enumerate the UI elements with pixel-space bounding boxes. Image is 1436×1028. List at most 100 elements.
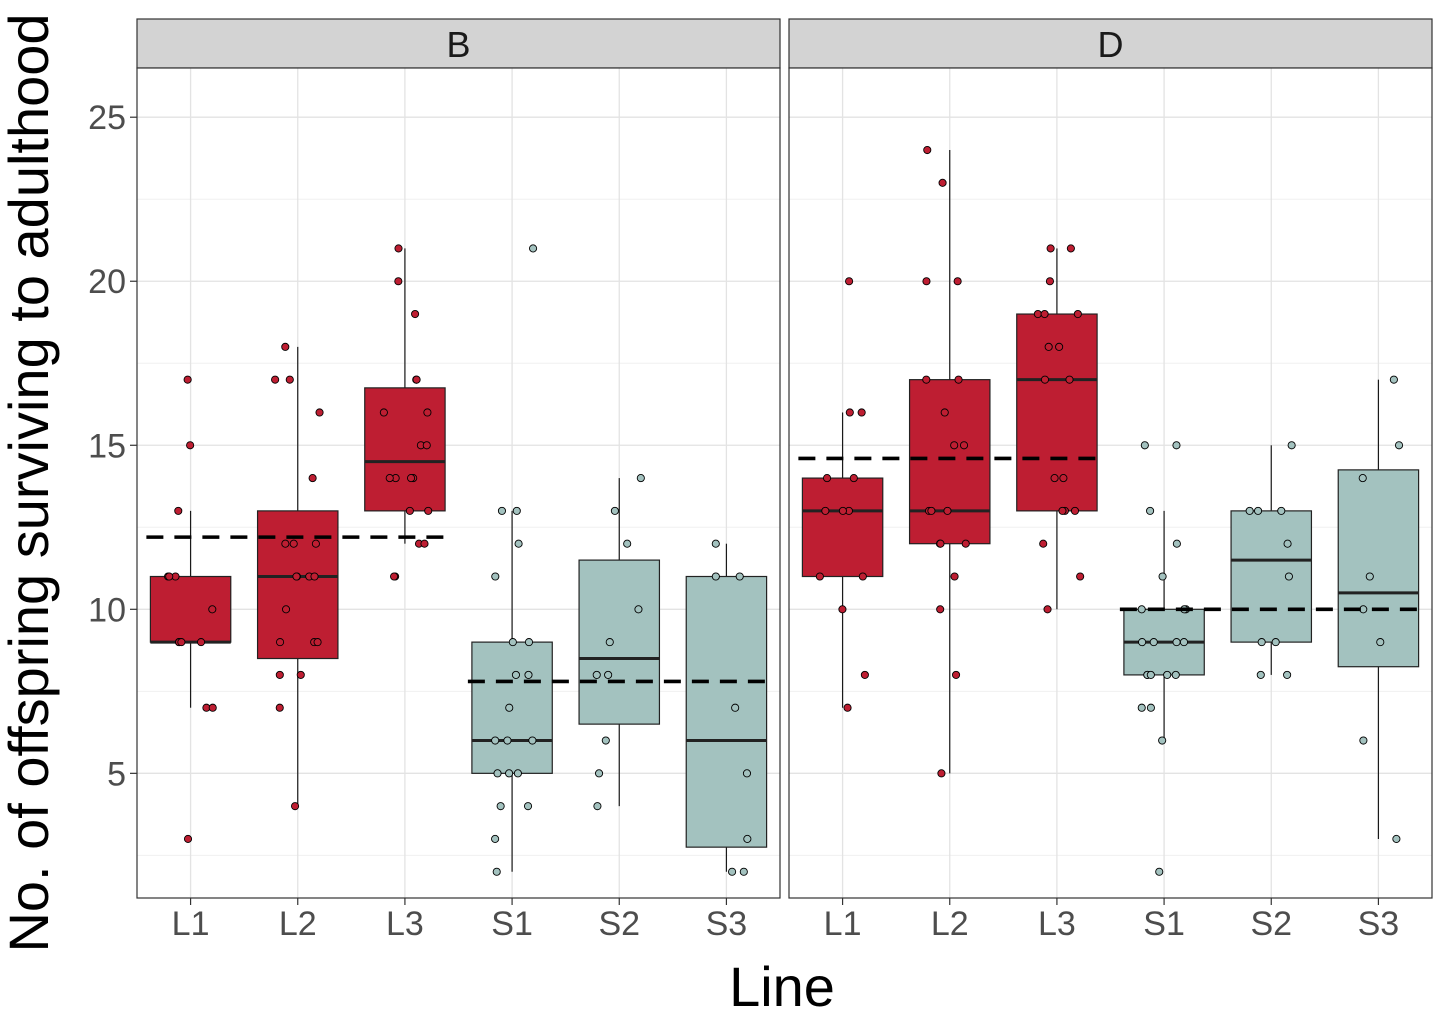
data-point — [1137, 703, 1146, 712]
data-point — [208, 605, 217, 614]
data-point — [1257, 638, 1266, 647]
data-point — [711, 539, 720, 548]
data-point — [954, 375, 963, 384]
data-point — [595, 769, 604, 778]
data-point — [1040, 309, 1049, 319]
data-point — [405, 506, 414, 515]
x-axis-title: Line — [729, 955, 835, 1018]
data-point — [197, 638, 206, 647]
data-point — [385, 474, 394, 483]
box-B-S3 — [685, 539, 768, 876]
data-point — [1065, 375, 1074, 384]
data-point — [634, 605, 643, 614]
data-point — [528, 736, 537, 745]
data-point — [860, 670, 869, 679]
data-point — [953, 277, 962, 286]
data-point — [1146, 670, 1155, 679]
box-D-S2 — [1230, 441, 1313, 679]
x-tick-label: S1 — [491, 905, 533, 943]
data-point — [1039, 539, 1048, 548]
data-point — [927, 506, 936, 515]
data-point — [815, 572, 824, 581]
data-point — [1365, 572, 1374, 581]
data-point — [1254, 506, 1263, 515]
x-tick-label: L2 — [279, 905, 317, 943]
data-point — [412, 375, 421, 384]
data-point — [183, 834, 193, 843]
data-point — [1073, 309, 1082, 319]
data-point — [1050, 474, 1059, 483]
data-point — [592, 670, 601, 679]
data-point — [529, 244, 538, 253]
panel-border — [788, 67, 1433, 899]
data-point — [922, 375, 931, 384]
data-point — [276, 638, 285, 647]
data-point — [1284, 572, 1293, 581]
data-point — [1394, 441, 1404, 450]
data-point — [390, 572, 399, 581]
data-point — [508, 638, 517, 647]
data-point — [1146, 506, 1155, 515]
data-point — [950, 441, 959, 450]
data-point — [1059, 474, 1068, 483]
panel-background — [137, 68, 780, 898]
x-tick-label: L3 — [1038, 905, 1076, 943]
data-point — [923, 145, 932, 155]
data-point — [491, 572, 500, 581]
data-point — [292, 572, 301, 581]
data-point — [422, 441, 431, 450]
data-point — [735, 572, 744, 581]
data-point — [1155, 867, 1164, 876]
box-body — [1337, 469, 1420, 668]
data-point — [423, 408, 432, 417]
data-point — [492, 867, 501, 876]
data-point — [1171, 670, 1180, 679]
y-axis-title: No. of offspring surviving to adulthood — [0, 13, 60, 952]
data-point — [1358, 474, 1367, 483]
data-point — [711, 572, 720, 581]
box-body — [364, 387, 446, 512]
x-tick-label: S2 — [598, 905, 640, 943]
box-body — [1230, 510, 1313, 643]
data-point — [394, 277, 403, 286]
box-D-L1 — [801, 277, 884, 712]
data-point — [296, 670, 305, 679]
x-tick-label: L1 — [824, 905, 862, 943]
data-point — [511, 670, 520, 679]
data-point — [959, 441, 969, 450]
x-tick-label: L1 — [172, 905, 210, 943]
box-B-L3 — [364, 244, 446, 581]
data-point — [936, 539, 945, 548]
data-point — [857, 408, 866, 417]
data-point — [1070, 506, 1080, 515]
data-point — [289, 539, 298, 548]
data-point — [183, 375, 192, 384]
data-point — [208, 703, 217, 712]
box-body — [578, 559, 661, 725]
data-point — [1066, 244, 1075, 253]
x-tick-label: S3 — [706, 905, 748, 943]
data-point — [838, 605, 847, 614]
data-point — [821, 506, 830, 515]
data-point — [1389, 375, 1398, 384]
data-point — [1283, 670, 1292, 679]
data-point — [961, 539, 970, 548]
data-point — [275, 670, 284, 679]
data-point — [623, 539, 632, 548]
box-body — [685, 575, 768, 848]
data-point — [605, 638, 614, 647]
box-D-L3 — [1016, 244, 1098, 614]
data-point — [524, 670, 533, 679]
y-tick-label: 15 — [88, 427, 126, 465]
data-point — [514, 539, 523, 548]
data-point — [636, 474, 645, 483]
data-point — [1376, 638, 1385, 647]
data-point — [503, 736, 512, 745]
box-D-S3 — [1337, 375, 1420, 843]
data-point — [940, 408, 949, 417]
data-point — [165, 572, 174, 581]
facet-panels: B L1 L2 L3 S1 S2 S3 D L1 L2 L3 S1 S2 S3 — [136, 18, 1433, 943]
data-point — [1055, 342, 1064, 351]
data-point — [858, 572, 867, 581]
data-point — [271, 375, 280, 384]
